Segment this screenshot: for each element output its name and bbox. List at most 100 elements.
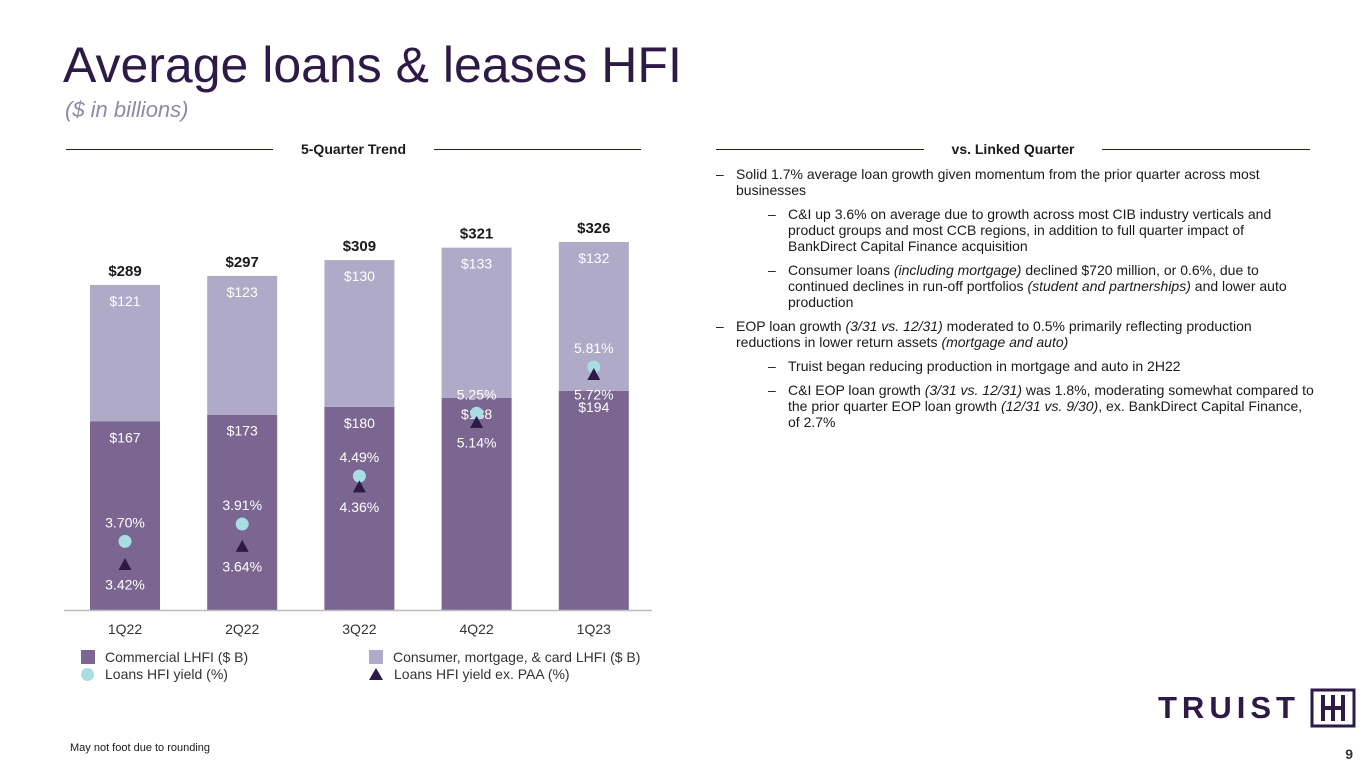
- bar-consumer: [90, 284, 160, 422]
- bar-label-consumer: $130: [344, 268, 375, 284]
- loans-chart: $167 $121 $289 3.70% 3.42% 1Q22 $173 $123 $297 3.…: [64, 220, 652, 637]
- circle-marker-icon: [81, 667, 94, 681]
- bar-total-label: $289: [108, 263, 141, 280]
- yield-point: [235, 517, 249, 531]
- bullet-dash: –: [768, 382, 776, 398]
- bar-label-commercial: $167: [109, 429, 140, 445]
- yield-point: [587, 360, 601, 374]
- page-title: Average loans & leases HFI: [63, 37, 682, 93]
- section-rule: [1102, 148, 1310, 150]
- yield-label: 4.49%: [340, 449, 380, 465]
- bar-consumer: [441, 247, 512, 398]
- bullet-text: Truist began reducing production in mort…: [788, 358, 1316, 374]
- bullet-dash: –: [768, 262, 776, 278]
- bullet-text: Solid 1.7% average loan growth given mom…: [736, 166, 1316, 198]
- bar-commercial: [207, 414, 278, 610]
- bullet-dash: –: [716, 166, 724, 182]
- bullet-item: – Solid 1.7% average loan growth given mo…: [716, 166, 1316, 198]
- bar-total-label: $326: [577, 220, 610, 237]
- x-tick-label: 1Q23: [577, 621, 611, 637]
- bar-consumer: [324, 260, 395, 407]
- truist-logo: TRUIST: [1158, 688, 1356, 728]
- logo-wordmark: TRUIST: [1158, 690, 1300, 725]
- yield-label: 3.70%: [105, 514, 145, 530]
- bullet-segment: Consumer loans: [788, 262, 894, 278]
- x-tick-label: 3Q22: [342, 621, 376, 637]
- right-section-label: vs. Linked Quarter: [951, 141, 1075, 157]
- x-tick-label: 2Q22: [225, 621, 259, 637]
- bullet-text: EOP loan growth (3/31 vs. 12/31) moderat…: [736, 318, 1316, 350]
- footnote: May not foot due to rounding: [70, 742, 211, 754]
- yield-label: 5.81%: [574, 340, 614, 356]
- section-rule: [716, 148, 924, 150]
- yield-ex-paa-label: 5.72%: [574, 386, 614, 402]
- left-section-header: 5-Quarter Trend: [66, 138, 641, 160]
- yield-ex-paa-point: [118, 558, 132, 571]
- bar-total-label: $309: [343, 238, 376, 255]
- legend-yield: Loans HFI yield (%): [81, 666, 228, 682]
- legend-consumer-label: Consumer, mortgage, & card LHFI ($ B): [393, 649, 641, 665]
- bullet-dash: –: [716, 318, 724, 334]
- legend-commercial: Commercial LHFI ($ B): [81, 649, 248, 665]
- bullet-text: Consumer loans (including mortgage) decl…: [788, 262, 1316, 310]
- bullet-segment: , ex. BankDirect Capital Finance, of 2.7…: [788, 398, 1303, 430]
- bar-label-commercial: $194: [578, 399, 609, 415]
- bullet-text: C&I EOP loan growth (3/31 vs. 12/31) was…: [788, 382, 1316, 430]
- yield-label: 3.91%: [222, 497, 262, 513]
- bullet-item: – C&I up 3.6% on average due to growth ac…: [716, 206, 1316, 254]
- section-rule: [434, 148, 641, 150]
- page-subtitle: ($ in billions): [65, 97, 189, 122]
- bar-commercial: [558, 391, 629, 610]
- bar-total-label: $321: [460, 226, 493, 243]
- bullet-segment: (3/31 vs. 12/31): [924, 382, 1022, 398]
- bullet-segment: (including mortgage): [893, 262, 1022, 278]
- x-tick-label: 1Q22: [108, 621, 142, 637]
- yield-point: [118, 534, 132, 548]
- legend-yield-ex-paa-label: Loans HFI yield ex. PAA (%): [394, 666, 570, 682]
- legend-consumer-swatch: [369, 650, 383, 664]
- bar-label-consumer: $133: [461, 256, 492, 272]
- bullet-segment: Solid 1.7% average loan growth given mom…: [736, 166, 1260, 198]
- yield-ex-paa-point: [235, 539, 249, 552]
- yield-ex-paa-label: 5.14%: [457, 434, 497, 450]
- bar-commercial: [441, 397, 512, 610]
- legend-yield-ex-paa: Loans HFI yield ex. PAA (%): [369, 666, 570, 682]
- bullet-segment: (3/31 vs. 12/31): [845, 318, 943, 334]
- truist-mark-icon: [1310, 688, 1356, 728]
- bar-label-commercial: $173: [227, 423, 258, 439]
- bullet-segment: declined $720 million, or 0.6%, due to c…: [788, 262, 1259, 294]
- bullet-segment: was 1.8%, moderating somewhat compared t…: [788, 382, 1314, 414]
- bullet-item: – C&I EOP loan growth (3/31 vs. 12/31) wa…: [716, 382, 1316, 430]
- bullet-item: – Truist began reducing production in mor…: [716, 358, 1316, 374]
- bar-label-consumer: $121: [109, 293, 140, 309]
- bullet-segment: and lower auto production: [788, 278, 1287, 310]
- bullet-segment: EOP loan growth: [736, 318, 846, 334]
- yield-ex-paa-point: [352, 480, 366, 493]
- commentary-list: – Solid 1.7% average loan growth given mo…: [716, 166, 1316, 438]
- yield-ex-paa-point: [470, 415, 484, 428]
- yield-point: [352, 469, 366, 483]
- yield-ex-paa-label: 3.42%: [105, 577, 145, 593]
- x-tick-label: 4Q22: [459, 621, 493, 637]
- legend-yield-label: Loans HFI yield (%): [105, 666, 228, 682]
- legend-commercial-label: Commercial LHFI ($ B): [105, 649, 249, 665]
- bullet-segment: (student and partnerships): [1027, 278, 1191, 294]
- bullet-item: – Consumer loans (including mortgage) dec…: [716, 262, 1316, 310]
- bar-total-label: $297: [226, 254, 259, 271]
- legend-commercial-swatch: [81, 650, 95, 664]
- bullet-segment: (12/31 vs. 9/30): [1000, 398, 1099, 414]
- yield-ex-paa-label: 4.36%: [340, 499, 380, 515]
- bar-label-consumer: $123: [227, 284, 258, 300]
- section-rule: [66, 148, 273, 150]
- bullet-item: – EOP loan growth (3/31 vs. 12/31) modera…: [716, 318, 1316, 350]
- bar-commercial: [324, 406, 395, 610]
- right-section-header: vs. Linked Quarter: [716, 138, 1310, 160]
- left-section-label: 5-Quarter Trend: [300, 141, 407, 157]
- bar-commercial: [90, 421, 160, 610]
- bar-consumer: [207, 275, 278, 415]
- bullet-text: C&I up 3.6% on average due to growth acr…: [788, 206, 1316, 254]
- yield-ex-paa-point: [587, 367, 601, 380]
- bar-label-commercial: $180: [344, 415, 375, 431]
- bullet-segment: Truist began reducing production in mort…: [788, 358, 1181, 374]
- yield-label: 5.25%: [457, 386, 497, 402]
